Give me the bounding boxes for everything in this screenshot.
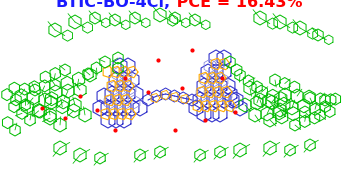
Text: BTIC-BO-4Cl,: BTIC-BO-4Cl,: [56, 0, 171, 10]
Text: PCE = 16.43%: PCE = 16.43%: [171, 0, 303, 10]
